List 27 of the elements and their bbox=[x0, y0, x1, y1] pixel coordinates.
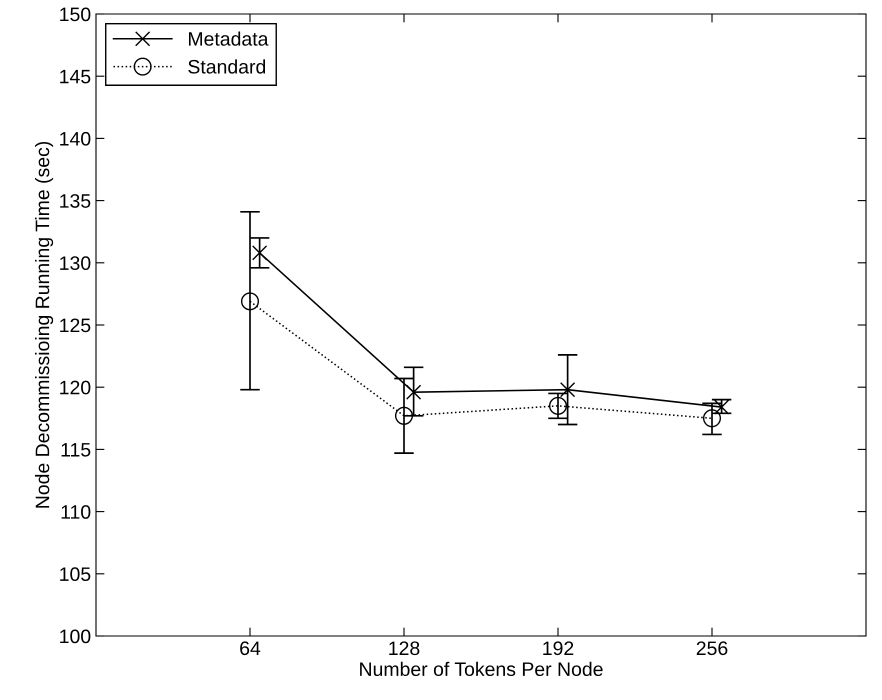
point bbox=[714, 399, 730, 415]
y-tick-label: 100 bbox=[60, 629, 90, 644]
point bbox=[702, 409, 722, 428]
y-tick-label: 135 bbox=[60, 194, 90, 208]
x-tick-label: 64 bbox=[240, 641, 260, 656]
point bbox=[406, 384, 422, 400]
point bbox=[560, 382, 576, 398]
y-tick-label: 140 bbox=[60, 132, 90, 146]
x-axis-title: Number of Tokens Per Node bbox=[360, 662, 603, 676]
point bbox=[394, 406, 414, 425]
x-tick-label: 128 bbox=[389, 641, 420, 656]
y-tick-label: 115 bbox=[62, 443, 90, 457]
y-axis-title: Node Decommissioing Running Time (sec) bbox=[35, 142, 54, 508]
x-tick-label: 192 bbox=[543, 641, 574, 656]
legend-label: Metadata bbox=[188, 32, 268, 46]
y-tick-label: 150 bbox=[60, 7, 90, 22]
y-tick-label: 105 bbox=[60, 567, 90, 582]
y-tick-label: 130 bbox=[60, 256, 90, 270]
point bbox=[252, 245, 268, 260]
point bbox=[240, 292, 260, 310]
y-tick-label: 120 bbox=[60, 380, 90, 394]
legend-label: Standard bbox=[188, 59, 266, 74]
point bbox=[548, 396, 568, 415]
y-tick-label: 125 bbox=[60, 318, 90, 332]
x-tick-label: 256 bbox=[696, 641, 728, 656]
y-tick-label: 145 bbox=[60, 70, 90, 84]
y-tick-label: 110 bbox=[62, 505, 90, 519]
